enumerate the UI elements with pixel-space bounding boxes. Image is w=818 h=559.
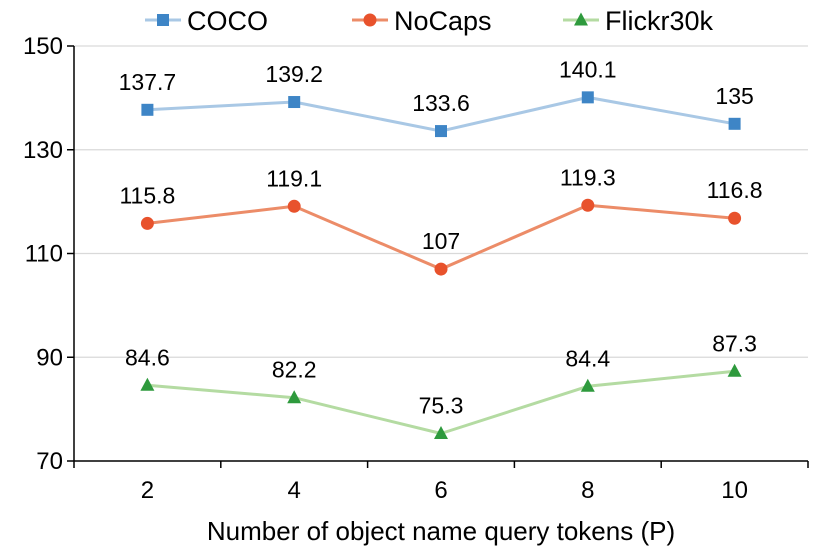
data-point-coco — [435, 125, 447, 138]
data-label-coco: 139.2 — [265, 61, 323, 87]
y-tick-label: 70 — [36, 448, 63, 475]
data-label-nocaps: 116.8 — [707, 177, 763, 203]
gridlines — [74, 45, 808, 358]
y-tick-label: 150 — [23, 33, 63, 60]
data-point-flickr30k — [140, 377, 155, 391]
data-point-flickr30k — [580, 378, 595, 392]
legend-label-nocaps: NoCaps — [394, 6, 492, 36]
x-tick-label: 10 — [721, 477, 748, 504]
data-point-coco — [728, 117, 741, 130]
data-label-nocaps: 107 — [422, 228, 460, 254]
data-label-flickr30k: 84.4 — [565, 345, 610, 371]
data-label-flickr30k: 82.2 — [272, 357, 317, 383]
data-labels: 137.7 139.2 133.6 140.1 135 115.8 119.1 107 119.… — [119, 56, 763, 418]
data-point-nocaps — [434, 262, 448, 276]
legend-marker-coco — [157, 14, 169, 26]
data-label-coco: 135 — [715, 83, 753, 109]
data-point-nocaps — [581, 198, 595, 212]
data-point-nocaps — [287, 199, 301, 213]
data-label-flickr30k: 87.3 — [712, 330, 757, 356]
x-tick-label: 8 — [581, 477, 594, 504]
legend-label-coco: COCO — [187, 6, 268, 36]
x-tick-label: 2 — [141, 477, 154, 504]
series-group — [140, 91, 742, 440]
legend: COCO NoCaps Flickr30k — [145, 6, 714, 36]
data-label-flickr30k: 84.6 — [125, 344, 170, 370]
data-label-nocaps: 119.1 — [266, 165, 322, 191]
data-point-flickr30k — [434, 426, 448, 440]
data-point-flickr30k — [727, 363, 742, 377]
legend-marker-nocaps — [363, 13, 377, 27]
data-point-coco — [141, 103, 154, 116]
data-point-nocaps — [728, 211, 742, 225]
data-label-coco: 137.7 — [119, 69, 177, 95]
data-point-coco — [288, 96, 301, 109]
legend-label-flickr30k: Flickr30k — [605, 6, 714, 36]
data-point-coco — [581, 91, 594, 104]
data-label-nocaps: 115.8 — [119, 182, 175, 208]
y-tick-label: 90 — [36, 344, 63, 371]
x-axis-title: Number of object name query tokens (P) — [207, 516, 675, 546]
data-label-nocaps: 119.3 — [560, 164, 616, 190]
y-tick-label: 110 — [25, 241, 63, 268]
data-point-nocaps — [140, 216, 154, 230]
y-tick-label: 130 — [23, 137, 63, 164]
data-point-flickr30k — [287, 390, 302, 404]
legend-marker-flickr30k — [574, 12, 588, 26]
data-label-flickr30k: 75.3 — [419, 393, 464, 419]
x-tick-label: 6 — [434, 477, 447, 504]
data-label-coco: 133.6 — [412, 90, 470, 116]
x-tick-label: 4 — [288, 477, 301, 504]
axis-ticks: 70 90 110 130 150 2 4 6 8 10 — [23, 33, 809, 504]
data-label-coco: 140.1 — [559, 56, 617, 82]
